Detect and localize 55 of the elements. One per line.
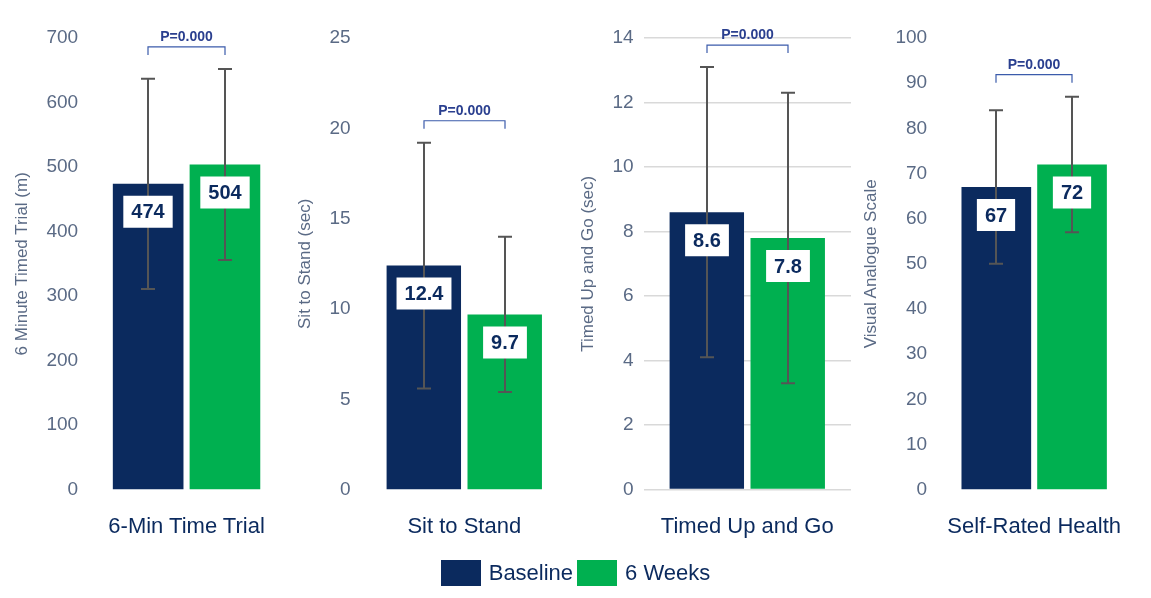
legend-label: 6 Weeks	[625, 560, 711, 586]
y-tick-label: 100	[895, 26, 928, 48]
data-label: 7.8	[774, 254, 802, 277]
y-axis-title: Sit to Stand (sec)	[294, 198, 314, 329]
x-tick-label: 6-Min Time Trial	[108, 512, 265, 538]
y-tick-label: 8	[622, 219, 634, 241]
y-tick-label: 0	[622, 477, 634, 499]
data-label: 504	[208, 180, 243, 203]
y-axis-title: 6 Minute Timed Trial (m)	[11, 172, 31, 356]
annotation: P=0.000	[721, 25, 774, 42]
y-tick-label: 60	[905, 206, 928, 228]
y-tick-label: 700	[46, 26, 79, 48]
y-tick-label: 10	[905, 432, 928, 454]
x-tick-label: Sit to Stand	[407, 512, 522, 538]
y-tick-label: 300	[46, 284, 79, 306]
y-tick-label: 0	[916, 477, 928, 499]
annotation: P=0.000	[1007, 55, 1061, 72]
y-axis-title: Timed Up and Go (sec)	[577, 175, 597, 352]
data-label: 474	[131, 200, 166, 223]
y-tick-label: 90	[905, 71, 928, 93]
data-label: 72	[1060, 180, 1084, 203]
y-tick-label: 4	[622, 348, 634, 370]
y-tick-label: 25	[329, 26, 351, 48]
y-tick-label: 30	[905, 342, 928, 364]
x-tick-label: Timed Up and Go	[660, 512, 834, 538]
y-tick-label: 100	[46, 413, 79, 435]
y-tick-label: 2	[622, 413, 634, 435]
y-tick-label: 15	[329, 206, 351, 228]
y-tick-label: 20	[905, 387, 928, 409]
y-tick-label: 0	[67, 477, 79, 499]
y-tick-label: 6	[622, 284, 634, 306]
y-axis-title: Visual Analogue Scale	[860, 179, 880, 349]
data-label: 9.7	[491, 330, 519, 353]
y-tick-label: 0	[339, 477, 351, 499]
y-tick-label: 200	[46, 348, 79, 370]
data-label: 67	[984, 203, 1008, 226]
annotation: P=0.000	[438, 101, 491, 118]
y-tick-label: 5	[339, 387, 351, 409]
y-tick-label: 12	[612, 90, 634, 112]
annotation: P=0.000	[160, 27, 213, 44]
y-tick-label: 500	[46, 155, 79, 177]
legend-label: Baseline	[488, 560, 574, 586]
y-tick-label: 40	[905, 297, 928, 319]
y-tick-label: 10	[612, 155, 634, 177]
data-label: 12.4	[404, 282, 445, 305]
y-tick-label: 20	[329, 116, 351, 138]
y-tick-label: 400	[46, 219, 79, 241]
y-tick-label: 14	[612, 26, 634, 48]
y-tick-label: 10	[329, 297, 351, 319]
y-tick-label: 600	[46, 90, 79, 112]
y-tick-label: 80	[905, 116, 928, 138]
y-tick-label: 70	[905, 161, 928, 183]
y-tick-label: 50	[905, 252, 928, 274]
data-label: 8.6	[693, 228, 721, 251]
x-tick-label: Self-Rated Health	[947, 512, 1121, 538]
